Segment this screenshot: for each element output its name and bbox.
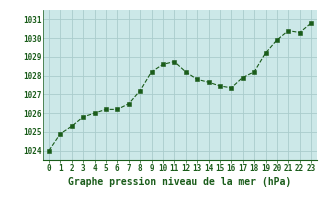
X-axis label: Graphe pression niveau de la mer (hPa): Graphe pression niveau de la mer (hPa) xyxy=(68,177,292,187)
